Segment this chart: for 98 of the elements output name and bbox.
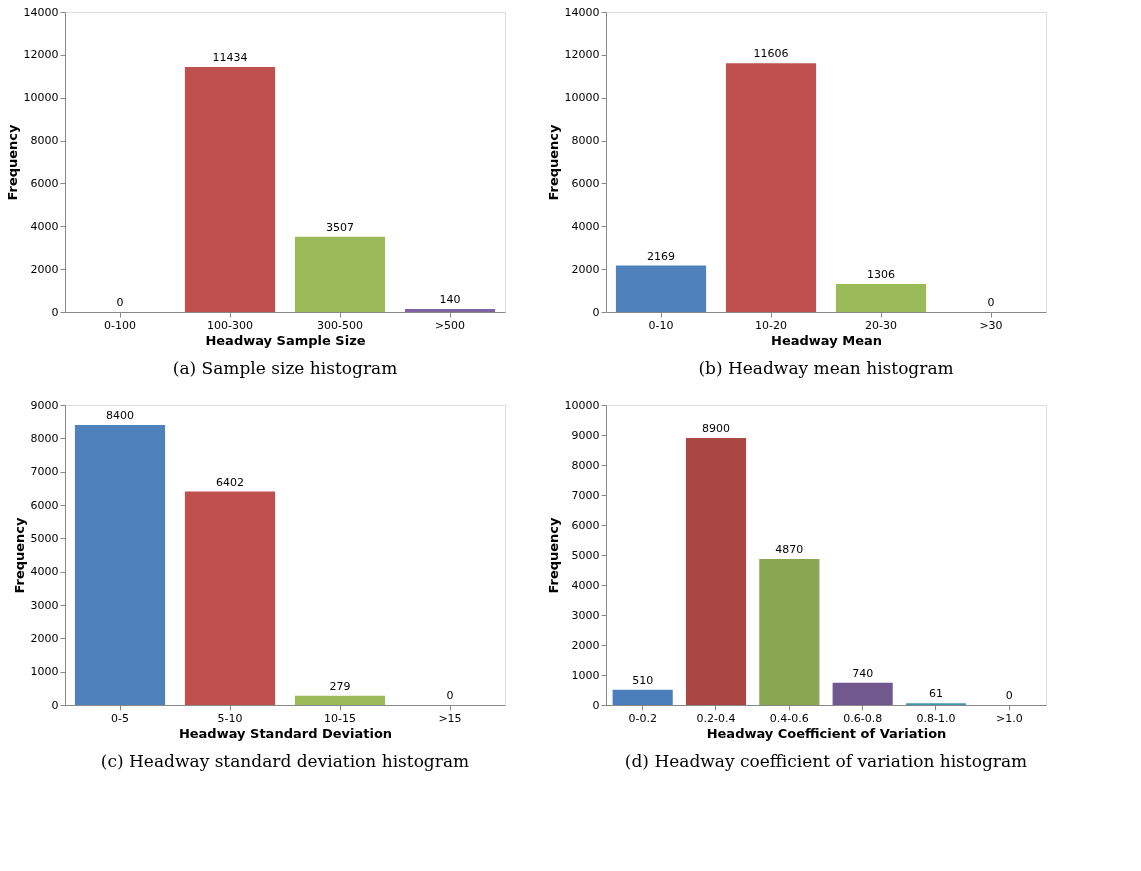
y-tick-label: 0 [51, 305, 59, 319]
y-axis-title: Frequency [545, 123, 561, 201]
y-tick-label: 9000 [571, 428, 600, 442]
y-tick-label: 12000 [564, 48, 600, 62]
y-tick-label: 5000 [30, 531, 59, 545]
bar [835, 284, 927, 312]
x-tick-label: 0.4-0.6 [769, 711, 809, 725]
y-tick-label: 5000 [571, 548, 600, 562]
data-label: 6402 [216, 475, 244, 489]
text: (b) Headway mean histogram [698, 358, 954, 378]
data-label: 0 [1005, 689, 1013, 702]
y-tick-label: 8000 [571, 458, 600, 472]
data-label: 61 [929, 687, 943, 701]
data-label: 1306 [867, 268, 895, 282]
x-tick-label: 0-10 [648, 318, 674, 332]
y-tick-label: 4000 [571, 219, 600, 233]
y-tick-label: 8000 [30, 134, 59, 148]
x-axis-title: Headway Coefficient of Variation [706, 725, 947, 741]
y-axis-title: Frequency [4, 123, 20, 201]
x-axis-title: Headway Mean [771, 332, 882, 348]
y-tick-label: 3000 [571, 608, 600, 622]
data-label: 8400 [106, 409, 134, 422]
x-tick-label: 0.6-0.8 [843, 711, 883, 725]
y-tick-label: 14000 [23, 5, 59, 19]
y-tick-label: 4000 [571, 578, 600, 592]
data-label: 740 [852, 666, 874, 680]
x-tick-label: 0-100 [104, 318, 136, 332]
x-axis-title: Headway Sample Size [205, 332, 366, 348]
y-tick-label: 12000 [23, 48, 59, 62]
text: (d) Headway coefficient of variation histogram [624, 751, 1028, 771]
y-tick-label: 2000 [571, 262, 600, 276]
y-tick-label: 6000 [30, 176, 59, 190]
y-axis-title: Frequency [545, 516, 561, 594]
data-label: 11606 [753, 47, 789, 61]
data-label: 0 [116, 296, 124, 309]
y-tick-label: 10000 [564, 398, 600, 412]
bar [184, 491, 276, 705]
x-tick-label: 5-10 [217, 711, 243, 725]
data-label: 2169 [647, 249, 675, 263]
x-axis-title: Headway Standard Deviation [178, 725, 393, 741]
x-tick-label: 100-300 [207, 318, 253, 332]
y-tick-label: 4000 [30, 565, 59, 579]
y-tick-label: 0 [51, 698, 59, 712]
x-tick-label: >500 [434, 318, 466, 332]
y-tick-label: 6000 [30, 498, 59, 512]
y-axis-title: Frequency [11, 516, 27, 594]
bar [685, 438, 747, 705]
y-tick-label: 4000 [30, 219, 59, 233]
y-tick-label: 6000 [571, 176, 600, 190]
data-label: 279 [329, 679, 351, 693]
bar [832, 682, 893, 705]
bar [615, 265, 707, 312]
y-tick-label: 9000 [30, 398, 59, 412]
y-tick-label: 8000 [30, 431, 59, 445]
data-label: 8900 [702, 422, 730, 435]
data-label: 3507 [326, 220, 354, 234]
data-label: 0 [446, 689, 454, 702]
y-tick-label: 1000 [571, 668, 600, 682]
bar [184, 66, 276, 312]
y-tick-label: 2000 [571, 638, 600, 652]
x-tick-label: 0-5 [111, 711, 129, 725]
x-tick-label: 0.2-0.4 [696, 711, 736, 725]
x-tick-label: 300-500 [317, 318, 363, 332]
bar [759, 558, 820, 705]
bar [725, 63, 817, 312]
text: (a) Sample size histogram [172, 358, 398, 378]
bar [294, 236, 386, 312]
x-tick-label: 20-30 [865, 318, 897, 332]
x-tick-label: 10-15 [324, 711, 356, 725]
y-tick-label: 6000 [571, 518, 600, 532]
bar [74, 425, 166, 705]
y-tick-label: 10000 [23, 91, 59, 105]
bar [612, 689, 673, 705]
bar [294, 695, 386, 705]
x-tick-label: 0-0.2 [628, 711, 657, 725]
text: (c) Headway standard deviation histogram [100, 751, 470, 771]
x-tick-label: 0.8-1.0 [916, 711, 956, 725]
x-tick-label: >30 [979, 318, 1003, 332]
y-tick-label: 14000 [564, 5, 600, 19]
data-label: 140 [439, 293, 461, 306]
data-label: 11434 [212, 50, 248, 64]
y-tick-label: 2000 [30, 631, 59, 645]
y-tick-label: 7000 [30, 465, 59, 479]
bar [404, 309, 496, 312]
y-tick-label: 2000 [30, 262, 59, 276]
x-tick-label: >15 [438, 711, 462, 725]
y-tick-label: 8000 [571, 134, 600, 148]
data-label: 4870 [775, 542, 804, 556]
x-tick-label: 10-20 [755, 318, 787, 332]
y-tick-label: 7000 [571, 488, 600, 502]
y-tick-label: 10000 [564, 91, 600, 105]
y-tick-label: 0 [592, 698, 600, 712]
y-tick-label: 1000 [30, 665, 59, 679]
data-label: 0 [987, 296, 995, 309]
x-tick-label: >1.0 [995, 711, 1023, 725]
data-label: 510 [632, 673, 654, 687]
y-tick-label: 0 [592, 305, 600, 319]
y-tick-label: 3000 [30, 598, 59, 612]
